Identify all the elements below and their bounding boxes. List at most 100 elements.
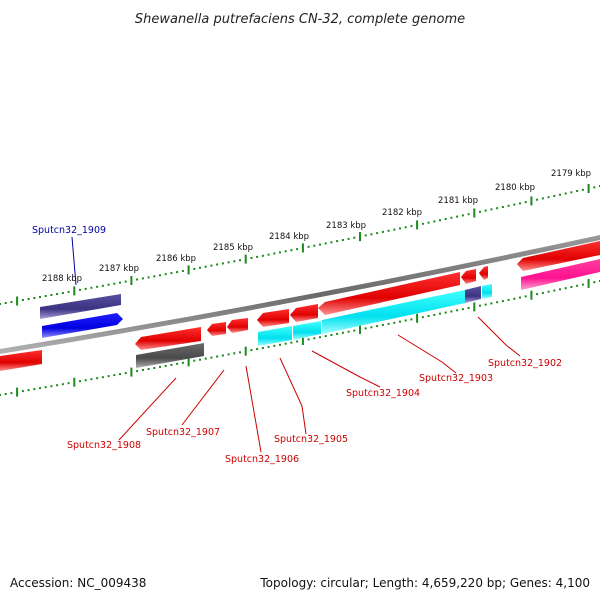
- inner-ring-minor-tick: [313, 337, 316, 340]
- outer-ring-minor-tick: [347, 237, 350, 240]
- outer-ring-minor-tick: [273, 252, 276, 255]
- gene-label-1907[interactable]: Sputcn32_1907: [146, 427, 220, 438]
- outer-ring-minor-tick: [119, 281, 121, 284]
- outer-ring-minor-tick: [490, 208, 493, 211]
- inner-ring-major-tick: [416, 313, 419, 323]
- outer-ring-minor-tick: [341, 239, 344, 241]
- cds-sputcn32-1909-top[interactable]: [40, 294, 121, 319]
- cds-left-red[interactable]: [0, 350, 42, 371]
- inner-ring-minor-tick: [307, 338, 310, 341]
- inner-ring-minor-tick: [204, 357, 207, 360]
- outer-ring-minor-tick: [593, 186, 596, 189]
- outer-ring-minor-tick: [216, 263, 219, 266]
- inner-ring-minor-tick: [404, 319, 407, 322]
- outer-ring-minor-tick: [536, 198, 539, 201]
- cds-sputcn32-1909[interactable]: [42, 313, 123, 338]
- outer-ring-minor-tick: [439, 219, 441, 222]
- callout-line-1906: [245, 365, 262, 453]
- outer-ring-minor-tick: [421, 222, 424, 225]
- outer-ring-minor-tick: [387, 229, 390, 232]
- inner-ring-minor-tick: [44, 386, 47, 389]
- inner-ring-minor-tick: [324, 335, 327, 338]
- tick-labels: 2188 kbp 2187 kbp 2186 kbp 2185 kbp 2184…: [42, 169, 591, 284]
- inner-ring-major-tick: [244, 346, 247, 356]
- gene-label-1904[interactable]: Sputcn32_1904: [346, 388, 420, 399]
- cds-sputcn32-1905[interactable]: [257, 309, 289, 327]
- outer-ring-minor-tick: [0, 303, 1, 305]
- outer-ring-minor-tick: [370, 233, 373, 236]
- inner-ring-minor-tick: [490, 302, 493, 305]
- outer-ring-minor-tick: [261, 254, 264, 257]
- outer-ring-minor-tick: [564, 192, 567, 195]
- inner-ring-minor-tick: [559, 288, 561, 291]
- outer-ring-minor-tick: [21, 299, 24, 301]
- outer-ring-minor-tick: [141, 277, 144, 280]
- inner-ring-minor-tick: [381, 324, 384, 326]
- inner-ring-minor-tick: [330, 334, 333, 336]
- outer-ring-minor-tick: [433, 220, 436, 223]
- inner-ring-minor-tick: [147, 368, 150, 370]
- gene-label-1906[interactable]: Sputcn32_1906: [225, 454, 299, 465]
- outer-ring-minor-tick: [576, 190, 579, 192]
- outer-ring-minor-tick: [484, 209, 487, 212]
- inner-ring-minor-tick: [353, 329, 356, 332]
- outer-ring-minor-tick: [330, 241, 333, 244]
- callout-line-1908: [118, 377, 177, 441]
- outer-ring-minor-tick: [221, 262, 224, 265]
- outer-ring-minor-tick: [427, 221, 430, 224]
- cds-pink[interactable]: [521, 259, 600, 290]
- tick-label-2181: 2181 kbp: [438, 196, 478, 206]
- inner-ring-minor-tick: [176, 362, 179, 365]
- cds-right-red[interactable]: [517, 241, 600, 271]
- cds-dark-blue-small[interactable]: [465, 286, 481, 303]
- inner-ring-minor-tick: [410, 318, 413, 321]
- outer-ring-minor-tick: [570, 191, 573, 194]
- outer-ring-minor-tick: [124, 280, 127, 283]
- outer-ring-minor-tick: [199, 266, 201, 269]
- cds-sputcn32-1908[interactable]: [135, 327, 201, 350]
- inner-ring-minor-tick: [553, 289, 556, 292]
- tick-label-2185: 2185 kbp: [213, 243, 253, 253]
- inner-ring-major-tick: [530, 290, 533, 300]
- cds-cyan-b[interactable]: [293, 321, 321, 340]
- cds-cyan-a[interactable]: [258, 326, 292, 346]
- cds-sputcn32-1904-b[interactable]: [318, 272, 460, 315]
- gene-label-1903[interactable]: Sputcn32_1903: [419, 373, 493, 384]
- cds-sputcn32-1902[interactable]: [479, 266, 488, 280]
- outer-ring-minor-tick: [507, 204, 510, 207]
- forward-strand-features: [0, 241, 600, 371]
- outer-ring-minor-tick: [210, 264, 213, 267]
- outer-ring-minor-tick: [164, 273, 167, 276]
- inner-ring-minor-tick: [576, 284, 579, 287]
- gene-label-1908[interactable]: Sputcn32_1908: [67, 440, 141, 451]
- cds-grey[interactable]: [136, 343, 204, 368]
- inner-ring-minor-tick: [256, 348, 259, 351]
- inner-ring-minor-tick: [467, 307, 470, 309]
- outer-ring-minor-tick: [10, 301, 13, 303]
- outer-ring-major-tick: [244, 254, 247, 264]
- cds-sputcn32-1907[interactable]: [207, 322, 226, 336]
- outer-ring-major-tick: [187, 265, 190, 275]
- outer-ring-minor-tick: [67, 290, 70, 293]
- inner-ring-minor-tick: [239, 351, 241, 354]
- inner-ring-minor-tick: [496, 301, 499, 304]
- inner-ring-minor-tick: [216, 355, 219, 358]
- cds-cyan-small[interactable]: [482, 284, 492, 299]
- gene-label-1902[interactable]: Sputcn32_1902: [488, 358, 562, 369]
- gene-label-1909[interactable]: Sputcn32_1909: [32, 225, 106, 236]
- inner-ring-minor-tick: [164, 364, 167, 367]
- cds-sputcn32-1903[interactable]: [461, 269, 476, 284]
- gene-label-1905[interactable]: Sputcn32_1905: [274, 434, 348, 445]
- outer-ring-minor-tick: [336, 240, 339, 243]
- inner-ring-minor-tick: [261, 347, 264, 349]
- cds-sputcn32-1906[interactable]: [227, 318, 248, 333]
- inner-ring-major-tick: [73, 377, 76, 387]
- inner-ring-minor-tick: [84, 379, 87, 382]
- cds-sputcn32-1904-a[interactable]: [290, 304, 318, 322]
- inner-ring-minor-tick: [421, 316, 424, 319]
- outer-ring-major-tick: [16, 296, 19, 306]
- inner-ring-minor-tick: [39, 387, 41, 390]
- cds-cyan-c[interactable]: [322, 290, 465, 334]
- inner-ring-minor-tick: [61, 383, 64, 386]
- outer-ring-minor-tick: [444, 218, 447, 220]
